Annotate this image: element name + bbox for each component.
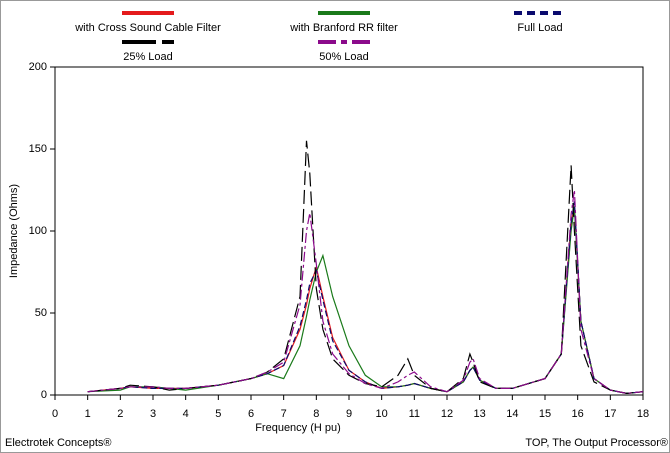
x-tick-label: 16: [572, 408, 584, 420]
x-tick-label: 8: [313, 408, 319, 420]
x-tick-label: 3: [150, 408, 156, 420]
y-tick-label: 0: [41, 389, 47, 401]
footer-right: TOP, The Output Processor®: [525, 437, 668, 449]
x-tick-label: 18: [637, 408, 649, 420]
x-tick-label: 7: [281, 408, 287, 420]
y-tick-label: 150: [29, 143, 47, 155]
legend-label: with Cross Sound Cable Filter: [74, 22, 221, 34]
x-tick-label: 9: [346, 408, 352, 420]
x-tick-label: 0: [52, 408, 58, 420]
x-tick-label: 15: [539, 408, 551, 420]
legend-label: 25% Load: [123, 51, 173, 63]
y-tick-label: 50: [35, 307, 47, 319]
x-tick-label: 17: [604, 408, 616, 420]
x-tick-label: 1: [85, 408, 91, 420]
x-axis-label: Frequency (H pu): [255, 422, 341, 434]
legend-label: Full Load: [517, 22, 562, 34]
y-tick-label: 200: [29, 61, 47, 73]
x-tick-label: 13: [474, 408, 486, 420]
x-tick-label: 4: [183, 408, 189, 420]
x-tick-label: 6: [248, 408, 254, 420]
x-tick-label: 14: [506, 408, 518, 420]
legend-label: 50% Load: [319, 51, 369, 63]
x-tick-label: 10: [376, 408, 388, 420]
legend-label: with Branford RR filter: [289, 22, 398, 34]
series-line: [87, 201, 644, 395]
y-axis-label: Impedance (Ohms): [8, 184, 20, 278]
x-tick-label: 2: [117, 408, 123, 420]
footer-left: Electrotek Concepts®: [5, 437, 112, 449]
x-tick-label: 5: [215, 408, 221, 420]
x-tick-label: 11: [409, 408, 420, 420]
y-tick-label: 100: [29, 225, 47, 237]
series-line: [87, 189, 644, 395]
x-tick-label: 12: [441, 408, 453, 420]
